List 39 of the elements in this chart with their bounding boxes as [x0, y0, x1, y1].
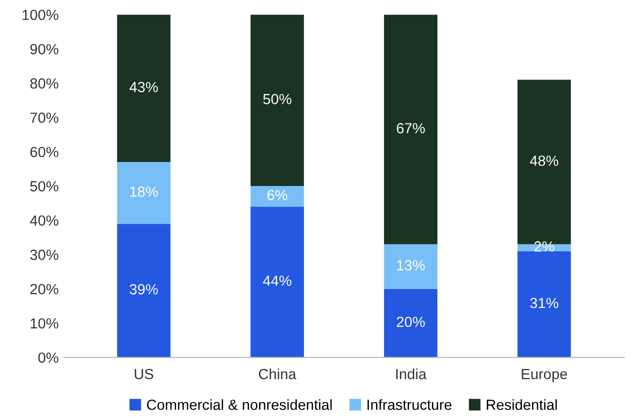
x-tick-label: China — [258, 368, 296, 380]
y-tick-label: 100% — [22, 10, 58, 20]
data-label: 13% — [397, 260, 425, 270]
x-tick-label: India — [396, 368, 427, 380]
y-tick-label: 30% — [30, 250, 58, 260]
data-label: 18% — [130, 186, 158, 197]
data-label: 31% — [530, 298, 558, 308]
legend-label: Infrastructure — [368, 399, 452, 410]
data-label: 48% — [530, 156, 558, 166]
legend-label: Residential — [486, 399, 557, 410]
bar — [384, 14, 438, 244]
data-label: 50% — [263, 94, 292, 104]
data-label: 43% — [130, 82, 158, 92]
y-tick-label: 40% — [30, 215, 58, 226]
bar — [250, 186, 304, 207]
x-tick-label: US — [134, 368, 154, 380]
y-tick-label: 80% — [30, 78, 58, 89]
bar — [517, 251, 571, 358]
bar — [384, 244, 438, 289]
data-label: 6% — [267, 190, 288, 200]
x-tick-label: Europe — [522, 369, 568, 382]
y-tick-label: 10% — [30, 318, 58, 329]
bar — [250, 206, 304, 358]
y-tick-label: 60% — [30, 146, 58, 158]
y-tick-label: 20% — [30, 284, 58, 294]
y-tick-label: 90% — [30, 44, 58, 54]
y-tick-label: 50% — [30, 181, 58, 192]
bar — [117, 14, 170, 162]
y-tick-label: 0% — [38, 352, 58, 363]
bar — [250, 14, 304, 186]
legend-label: Commercial & nonresidential — [146, 399, 332, 410]
data-label: 67% — [396, 123, 425, 134]
bar — [384, 288, 438, 358]
y-tick-label: 70% — [30, 112, 58, 123]
data-label: 44% — [262, 276, 292, 286]
bar — [117, 162, 170, 224]
bar — [117, 224, 170, 358]
data-label: 39% — [130, 284, 158, 294]
data-label: 20% — [396, 316, 425, 328]
